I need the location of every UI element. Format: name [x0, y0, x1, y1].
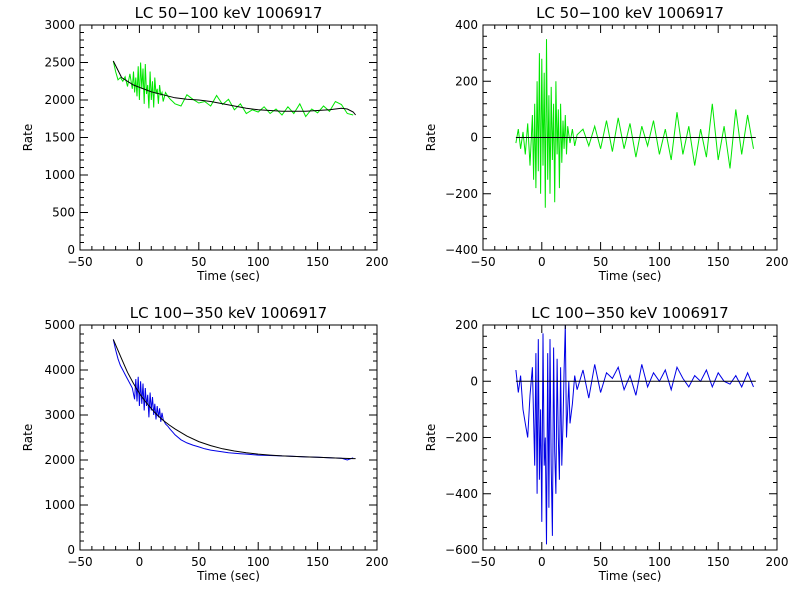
- y-tick-label: −400: [445, 243, 478, 257]
- series-line-2: [112, 60, 356, 116]
- x-tick-label: 200: [766, 555, 789, 569]
- y-tick-label: −400: [445, 487, 478, 501]
- y-tick-label: 2000: [44, 93, 75, 107]
- x-tick-label: 150: [707, 555, 730, 569]
- x-axis-label: Time (sec): [196, 569, 260, 583]
- y-tick-label: 200: [455, 318, 478, 332]
- x-tick-label: 150: [707, 255, 730, 269]
- x-tick-label: 100: [247, 255, 270, 269]
- y-axis-label: Rate: [21, 124, 35, 152]
- x-tick-label: −50: [67, 555, 92, 569]
- chart-title: LC 50−100 keV 1006917: [135, 4, 323, 22]
- y-tick-label: 1000: [44, 498, 75, 512]
- x-tick-label: 0: [136, 555, 144, 569]
- y-tick-label: 3000: [44, 408, 75, 422]
- x-tick-label: 50: [593, 555, 608, 569]
- y-tick-label: 0: [67, 543, 75, 557]
- x-tick-label: 200: [366, 255, 389, 269]
- x-tick-label: 100: [648, 555, 671, 569]
- x-tick-label: 0: [538, 555, 546, 569]
- x-tick-label: 200: [366, 555, 389, 569]
- x-tick-label: 150: [306, 555, 329, 569]
- chart-title: LC 50−100 keV 1006917: [536, 4, 724, 22]
- y-tick-label: 500: [52, 206, 75, 220]
- y-tick-label: 5000: [44, 318, 75, 332]
- y-tick-label: 3000: [44, 18, 75, 32]
- y-tick-label: 400: [455, 18, 478, 32]
- y-tick-label: 0: [470, 131, 478, 145]
- x-tick-label: 100: [648, 255, 671, 269]
- x-axis-label: Time (sec): [598, 269, 662, 283]
- x-tick-label: 150: [306, 255, 329, 269]
- y-tick-label: 1500: [44, 131, 75, 145]
- series-line-1: [515, 39, 754, 208]
- chart-panel-2: −50 0 50 100 150 200 −400 −200 0 200 400 LC 50−100 …: [424, 4, 788, 283]
- x-tick-label: 200: [766, 255, 789, 269]
- chart-panel-1: −50 0 50 100 150 200050010001500200025003000L…: [21, 4, 388, 283]
- y-tick-label: 2000: [44, 453, 75, 467]
- x-tick-label: 0: [136, 255, 144, 269]
- y-tick-label: 1000: [44, 168, 75, 182]
- x-tick-label: −50: [67, 255, 92, 269]
- chart-title: LC 100−350 keV 1006917: [531, 304, 728, 322]
- x-axis-label: Time (sec): [196, 269, 260, 283]
- x-tick-label: 50: [191, 255, 206, 269]
- y-tick-label: 2500: [44, 56, 75, 70]
- x-tick-label: 0: [538, 255, 546, 269]
- x-axis-label: Time (sec): [598, 569, 662, 583]
- y-tick-label: −200: [445, 187, 478, 201]
- y-axis-label: Rate: [21, 424, 35, 452]
- x-tick-label: −50: [470, 255, 495, 269]
- y-axis-label: Rate: [424, 124, 438, 152]
- y-tick-label: 200: [455, 74, 478, 88]
- series-line-1: [515, 324, 754, 545]
- y-tick-label: −200: [445, 431, 478, 445]
- x-tick-label: 100: [247, 555, 270, 569]
- chart-panel-4: −50 0 50 100 150 200 −600 −400 −200 0 200 LC 100−35…: [424, 304, 788, 583]
- series-line-1: [112, 339, 354, 461]
- plot-frame: [79, 24, 378, 251]
- y-tick-label: 4000: [44, 363, 75, 377]
- chart-title: LC 100−350 keV 1006917: [130, 304, 327, 322]
- plot-frame: [482, 324, 778, 551]
- series-line-1: [112, 60, 354, 118]
- x-tick-label: −50: [470, 555, 495, 569]
- series-line-2: [112, 339, 356, 460]
- x-tick-label: 50: [593, 255, 608, 269]
- y-tick-label: −600: [445, 543, 478, 557]
- x-tick-label: 50: [191, 555, 206, 569]
- plot-frame: [79, 324, 378, 551]
- y-tick-label: 0: [67, 243, 75, 257]
- y-tick-label: 0: [470, 374, 478, 388]
- y-axis-label: Rate: [424, 424, 438, 452]
